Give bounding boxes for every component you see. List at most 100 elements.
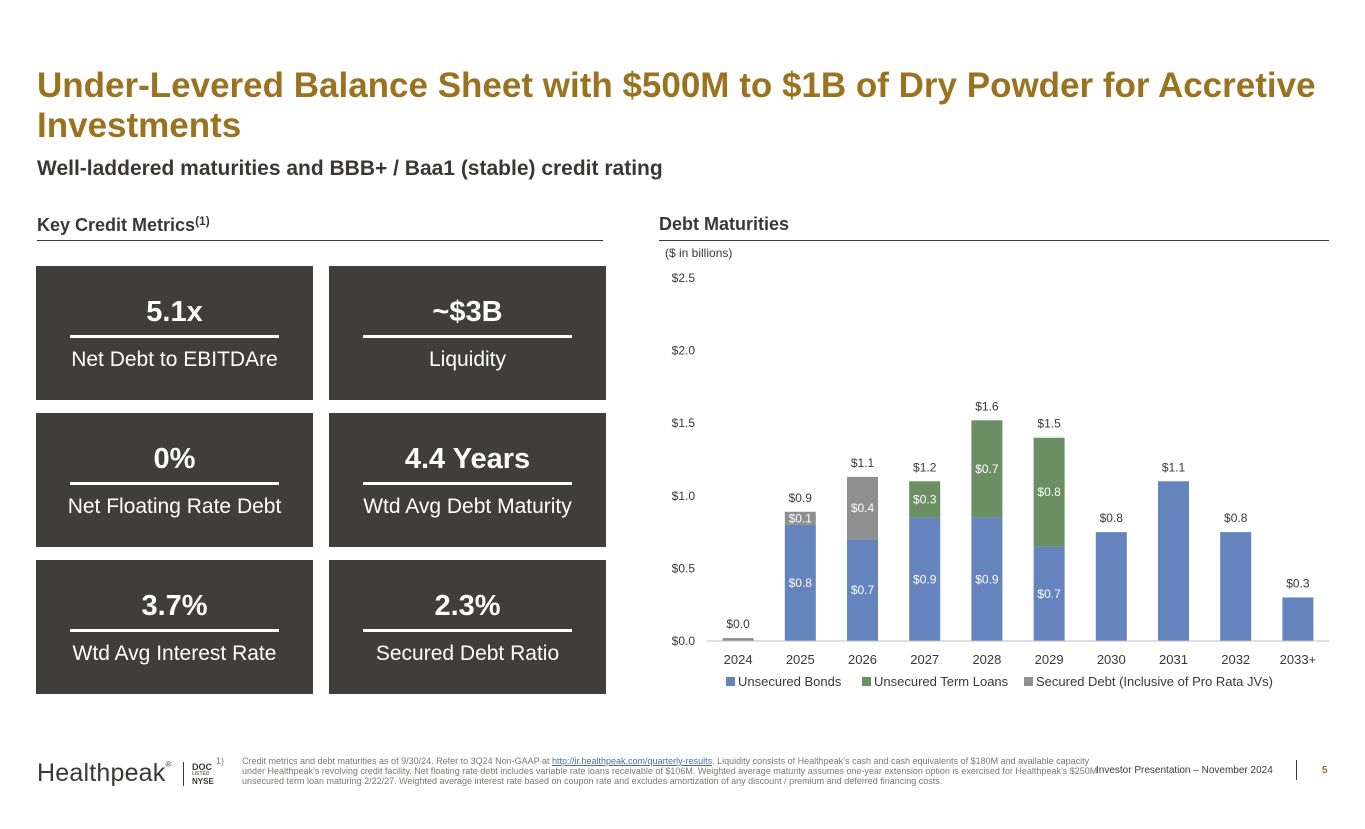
legend-label: Unsecured Bonds	[738, 674, 842, 689]
footnote-number: 1)	[216, 756, 225, 766]
x-tick-label: 2029	[1035, 652, 1064, 667]
bar-segment	[1282, 597, 1314, 641]
metric-value: 0%	[153, 443, 196, 475]
metric-label: Net Debt to EBITDAre	[71, 348, 278, 371]
y-tick-label: $0.0	[672, 634, 696, 648]
logo-divider	[183, 762, 184, 786]
metric-label: Liquidity	[428, 348, 507, 371]
bar-segment	[784, 524, 816, 641]
bar-total-label: $1.1	[1162, 460, 1186, 474]
metric-card-secured-debt: 2.3% Secured Debt Ratio	[329, 560, 606, 694]
legend-swatch	[1024, 677, 1033, 686]
footer-divider	[1296, 760, 1297, 780]
bar-value-label: $0.7	[975, 462, 999, 476]
footnote-text-pre: Credit metrics and debt maturities as of…	[242, 756, 552, 766]
bar-segment	[847, 539, 878, 641]
quarterly-results-link[interactable]: http://ir.healthpeak.com/quarterly-resul…	[552, 756, 713, 766]
x-tick-label: 2028	[972, 652, 1001, 667]
exchange-name: NYSE	[192, 777, 214, 786]
metric-divider	[363, 629, 572, 632]
metric-divider	[70, 482, 279, 485]
key-credit-metrics-heading: Key Credit Metrics(1)	[37, 214, 210, 236]
metric-value: 5.1x	[146, 296, 203, 328]
section-divider	[659, 240, 1329, 241]
metric-value: ~$3B	[432, 296, 503, 328]
legend-swatch	[726, 677, 735, 686]
bar-value-label: $0.7	[1037, 587, 1061, 601]
y-tick-label: $2.5	[672, 271, 696, 285]
bar-value-label: $0.7	[851, 583, 875, 597]
bar-total-label: $0.0	[726, 617, 750, 631]
metric-label: Secured Debt Ratio	[375, 642, 560, 665]
bar-segment	[909, 517, 941, 641]
x-tick-label: 2030	[1097, 652, 1126, 667]
ticker-symbol: DOC	[192, 762, 212, 772]
page-title: Under-Levered Balance Sheet with $500M t…	[37, 66, 1316, 145]
debt-maturities-chart: $0.0 $0.5 $1.0 $1.5 $2.0 $2.5 $0.0 2024 $0.8 $0.1…	[672, 271, 1329, 689]
metric-divider	[70, 335, 279, 338]
metric-value: 4.4 Years	[404, 443, 531, 475]
x-tick-label: 2025	[786, 652, 815, 667]
chart-units-label: ($ in billions)	[665, 246, 733, 260]
bar-segment	[971, 420, 1003, 518]
metric-label: Net Floating Rate Debt	[67, 495, 282, 518]
footnote-ref: (1)	[195, 214, 210, 228]
bar-value-label: $0.1	[789, 511, 813, 525]
bar-total-label: $0.8	[1224, 511, 1248, 525]
metric-card-liquidity: ~$3B Liquidity	[329, 266, 606, 400]
presentation-label: Investor Presentation – November 2024	[1096, 765, 1273, 776]
metric-label: Wtd Avg Debt Maturity	[363, 495, 572, 518]
metric-label: Wtd Avg Interest Rate	[72, 642, 277, 665]
y-tick-label: $1.0	[672, 489, 696, 503]
bar-segment	[722, 638, 754, 641]
metric-card-floating-rate: 0% Net Floating Rate Debt	[36, 413, 313, 547]
listed-label: LISTED	[192, 771, 210, 777]
bar-segment	[971, 517, 1003, 641]
page-number: 5	[1322, 765, 1328, 776]
x-tick-label: 2032	[1221, 652, 1250, 667]
metric-divider	[70, 629, 279, 632]
bar-total-label: $0.3	[1286, 576, 1310, 590]
bar-value-label: $0.3	[913, 492, 937, 506]
bar-total-label: $0.8	[1100, 511, 1124, 525]
y-tick-label: $1.5	[672, 416, 696, 430]
logo-text: Healthpeak	[37, 759, 166, 787]
footnote-text: Credit metrics and debt maturities as of…	[242, 756, 1104, 786]
bar-segment	[1220, 532, 1252, 641]
registered-mark: ®	[165, 760, 172, 769]
bar-total-label: $0.9	[789, 491, 813, 505]
metric-divider	[363, 335, 572, 338]
key-credit-metrics-heading-text: Key Credit Metrics	[37, 215, 196, 235]
bar-value-label: $0.8	[789, 576, 813, 590]
y-tick-label: $0.5	[672, 561, 696, 575]
section-divider	[37, 240, 603, 241]
x-tick-label: 2027	[910, 652, 939, 667]
legend-label: Secured Debt (Inclusive of Pro Rata JVs)	[1036, 674, 1273, 689]
bar-total-label: $1.1	[851, 456, 875, 470]
metric-value: 2.3%	[434, 590, 501, 622]
metric-divider	[363, 482, 572, 485]
x-tick-label: 2026	[848, 652, 877, 667]
bar-total-label: $1.6	[975, 399, 999, 413]
metric-value: 3.7%	[141, 590, 208, 622]
bar-segment	[1158, 481, 1189, 641]
bar-segment	[1095, 532, 1127, 641]
bar-segment	[784, 511, 816, 525]
metric-card-interest-rate: 3.7% Wtd Avg Interest Rate	[36, 560, 313, 694]
bar-value-label: $0.8	[1037, 485, 1061, 499]
bar-value-label: $0.9	[975, 572, 999, 586]
legend-label: Unsecured Term Loans	[874, 674, 1009, 689]
healthpeak-logo: Healthpeak®	[37, 759, 172, 788]
footnote-text-post: . Liquidity consists of Healthpeak’s cas…	[242, 756, 1098, 786]
metric-card-debt-maturity: 4.4 Years Wtd Avg Debt Maturity	[329, 413, 606, 547]
x-tick-label: 2024	[724, 652, 753, 667]
legend-swatch	[862, 677, 871, 686]
bar-segment	[1033, 437, 1065, 547]
bar-segment	[847, 476, 878, 540]
page-subtitle: Well-laddered maturities and BBB+ / Baa1…	[37, 157, 663, 180]
bar-value-label: $0.9	[913, 572, 937, 586]
x-tick-label: 2033+	[1280, 652, 1317, 667]
y-tick-label: $2.0	[672, 344, 696, 358]
bar-segment	[909, 481, 941, 518]
metric-card-net-debt: 5.1x Net Debt to EBITDAre	[36, 266, 313, 400]
